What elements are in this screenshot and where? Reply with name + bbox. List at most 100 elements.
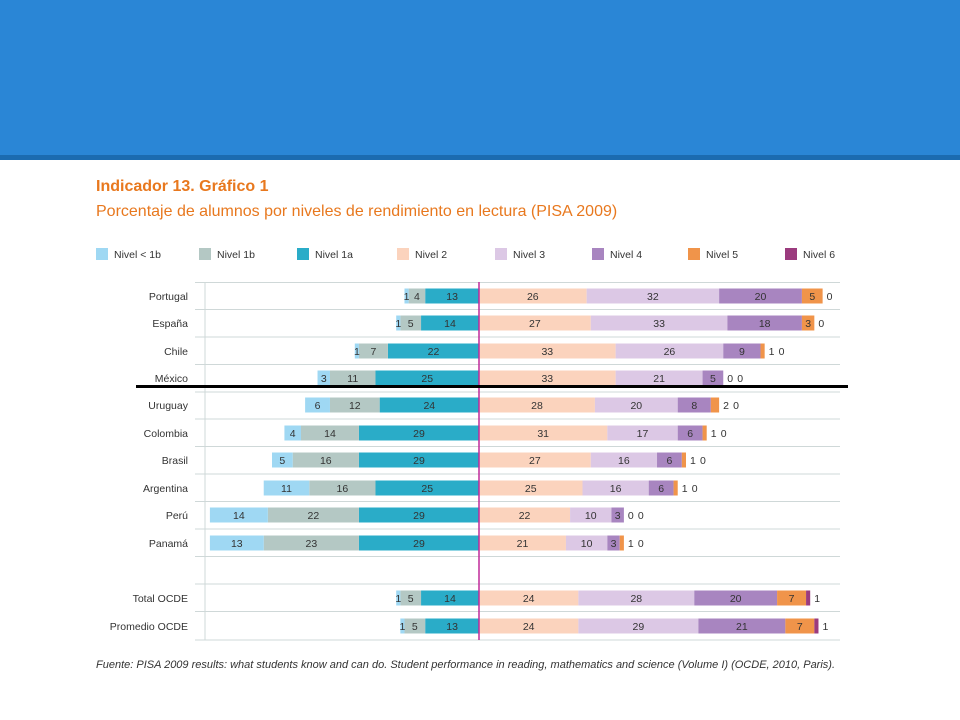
bar-value-label: 25 xyxy=(525,483,537,495)
bar-value-label: 14 xyxy=(233,510,245,522)
bar-nivel-2 xyxy=(479,315,591,331)
bar-nivel-2 xyxy=(479,535,566,551)
bar-nivel-2 xyxy=(479,618,579,634)
bar-value-label: 24 xyxy=(523,621,535,633)
bar-row-peru xyxy=(209,507,624,523)
legend-item-nivel-2: Nivel 2 xyxy=(397,248,447,261)
bar-value-label: 23 xyxy=(305,538,317,550)
legend-label: Nivel 6 xyxy=(803,249,835,261)
legend-item-nivel-3: Nivel 3 xyxy=(495,248,545,261)
bar-row-total-ocde xyxy=(396,590,811,606)
bar-nivel-4 xyxy=(727,315,802,331)
bar-row-promedio-ocde xyxy=(400,618,819,634)
bar-value-label: 28 xyxy=(630,593,642,605)
legend-label: Nivel 3 xyxy=(513,249,545,261)
bar-nivel-2 xyxy=(479,590,579,606)
bar-value-label: 10 xyxy=(581,538,593,550)
bar-row-colombia xyxy=(284,425,707,441)
bar-value-label: 22 xyxy=(308,510,320,522)
bar-row-mexico xyxy=(317,370,724,386)
bar-value-label: 3 xyxy=(321,373,327,385)
bar-value-label: 7 xyxy=(789,593,795,605)
bar-value-label: 5 xyxy=(809,291,815,303)
bar-nivel-5 xyxy=(760,343,765,359)
bar-nivel-5 xyxy=(673,480,678,496)
bar-nivel-4 xyxy=(698,618,786,634)
bar-nivel-1b xyxy=(267,507,359,523)
bar-value-label: 0 xyxy=(737,373,743,385)
legend-swatch xyxy=(397,248,409,260)
bar-nivel-1b xyxy=(284,425,301,441)
slide-header-band xyxy=(0,0,960,155)
bar-value-label: 0 xyxy=(733,400,739,412)
bar-value-label: 6 xyxy=(315,400,321,412)
bar-value-label: 13 xyxy=(446,291,458,303)
legend-swatch xyxy=(297,248,309,260)
bar-value-label: 18 xyxy=(759,318,771,330)
bar-value-label: 33 xyxy=(541,373,553,385)
bar-value-label: 10 xyxy=(585,510,597,522)
bar-value-label: 5 xyxy=(710,373,716,385)
bar-nivel-1b xyxy=(300,425,359,441)
bar-nivel-6 xyxy=(806,590,811,606)
bar-value-label: 1 xyxy=(404,291,410,303)
bar-nivel-1b xyxy=(408,288,426,304)
bar-value-label: 0 xyxy=(638,538,644,550)
bar-row-espana xyxy=(396,315,815,331)
bar-nivel-1b xyxy=(309,480,376,496)
legend-item-nivel-6: Nivel 6 xyxy=(785,248,835,261)
bar-value-label: 33 xyxy=(541,346,553,358)
legend-swatch xyxy=(495,248,507,260)
bar-value-label: 14 xyxy=(444,318,456,330)
bar-value-label: 32 xyxy=(647,291,659,303)
bar-nivel-1b xyxy=(292,452,359,468)
bar-value-label: 24 xyxy=(523,593,535,605)
bar-nivel-1b xyxy=(263,535,359,551)
figure-title: Indicador 13. Gráfico 1 xyxy=(96,178,269,195)
bar-value-label: 1 xyxy=(814,593,820,605)
legend-item-nivel-5: Nivel 5 xyxy=(688,248,738,261)
bar-nivel-1b xyxy=(354,343,359,359)
bar-nivel-1a xyxy=(375,370,479,386)
bar-nivel-1b xyxy=(396,590,401,606)
bar-value-label: 31 xyxy=(537,428,549,440)
bar-value-label: 1 xyxy=(395,593,401,605)
bar-nivel-3 xyxy=(615,370,703,386)
bar-value-label: 20 xyxy=(755,291,767,303)
bar-value-label: 16 xyxy=(618,455,630,467)
bar-value-label: 1 xyxy=(690,455,696,467)
bar-nivel-1b xyxy=(400,590,422,606)
legend-swatch xyxy=(592,248,604,260)
bar-value-label: 1 xyxy=(399,621,405,633)
category-label: Uruguay xyxy=(148,400,188,412)
legend-label: Nivel < 1b xyxy=(114,249,161,261)
bar-value-label: 22 xyxy=(428,346,440,358)
bar-nivel-3 xyxy=(578,590,695,606)
bar-value-label: 11 xyxy=(281,483,292,495)
bar-nivel-1b xyxy=(272,452,293,468)
bar-nivel-1a xyxy=(387,343,479,359)
chart-bars xyxy=(209,282,823,640)
bar-value-label: 2 xyxy=(723,400,729,412)
bar-nivel-5 xyxy=(801,315,815,331)
category-label: Panamá xyxy=(149,538,188,550)
bar-row-panama xyxy=(209,535,624,551)
bar-nivel-1b xyxy=(400,618,405,634)
bar-value-label: 33 xyxy=(653,318,665,330)
bar-nivel-1a xyxy=(358,507,479,523)
bar-nivel-4 xyxy=(702,370,724,386)
bar-nivel-5 xyxy=(710,397,720,413)
legend-label: Nivel 4 xyxy=(610,249,642,261)
bar-nivel-3 xyxy=(565,535,608,551)
bar-nivel-3 xyxy=(570,507,612,523)
bar-value-label: 8 xyxy=(691,400,697,412)
bar-nivel-5 xyxy=(785,618,815,634)
bar-nivel-4 xyxy=(677,425,703,441)
bar-nivel-1b xyxy=(404,618,426,634)
bar-value-label: 6 xyxy=(667,455,673,467)
bar-nivel-6 xyxy=(814,618,819,634)
source-note: Fuente: PISA 2009 results: what students… xyxy=(96,659,836,671)
category-label: Perú xyxy=(166,510,188,522)
legend-swatch xyxy=(785,248,797,260)
legend-item-nivel-1b: Nivel < 1b xyxy=(96,248,161,261)
